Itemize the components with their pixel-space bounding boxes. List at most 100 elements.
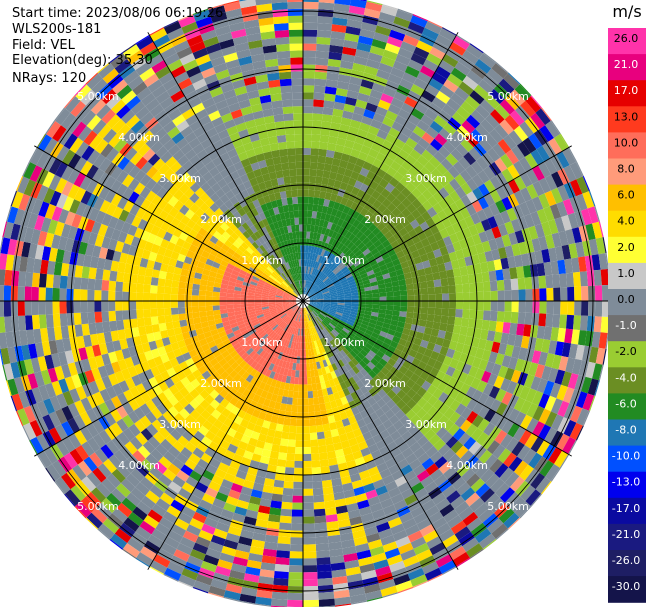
- velocity-gate: [293, 305, 299, 312]
- velocity-gate: [157, 198, 168, 210]
- velocity-gate: [427, 573, 443, 582]
- velocity-gate: [130, 120, 145, 134]
- velocity-gate: [312, 487, 324, 496]
- velocity-gate: [30, 228, 41, 245]
- velocity-gate: [471, 356, 482, 369]
- velocity-gate: [261, 306, 269, 310]
- velocity-gate: [128, 165, 141, 179]
- velocity-gate: [422, 333, 431, 342]
- velocity-gate: [371, 82, 386, 94]
- velocity-gate: [160, 263, 169, 273]
- velocity-gate: [395, 580, 413, 593]
- velocity-gate: [319, 283, 326, 289]
- velocity-gate: [183, 256, 193, 265]
- velocity-gate: [398, 255, 407, 264]
- velocity-gate: [308, 313, 312, 321]
- velocity-gate: [92, 419, 105, 434]
- velocity-gate: [568, 343, 578, 359]
- velocity-gate: [434, 456, 448, 469]
- velocity-gate: [279, 403, 287, 411]
- velocity-gate: [173, 348, 183, 358]
- velocity-gate: [379, 330, 388, 338]
- velocity-gate: [366, 269, 375, 277]
- velocity-gate: [306, 370, 311, 378]
- velocity-gate: [155, 338, 164, 349]
- velocity-gate: [350, 443, 361, 454]
- velocity-gate: [443, 384, 454, 396]
- velocity-gate: [38, 201, 50, 218]
- velocity-gate: [303, 495, 314, 503]
- velocity-gate: [329, 332, 336, 339]
- velocity-gate: [470, 64, 487, 80]
- velocity-gate: [123, 517, 140, 532]
- velocity-gate: [34, 244, 45, 260]
- velocity-gate: [85, 517, 99, 530]
- velocity-gate: [353, 55, 368, 66]
- velocity-gate: [419, 313, 428, 321]
- velocity-gate: [437, 381, 448, 392]
- velocity-gate: [261, 359, 269, 368]
- velocity-gate: [315, 317, 321, 324]
- velocity-gate: [377, 335, 386, 343]
- velocity-gate: [323, 198, 330, 207]
- velocity-gate: [456, 557, 471, 568]
- velocity-gate: [470, 160, 484, 175]
- velocity-gate: [351, 406, 360, 416]
- velocity-gate: [307, 391, 314, 399]
- velocity-gate: [303, 161, 311, 169]
- velocity-gate: [338, 342, 345, 350]
- velocity-gate: [258, 318, 266, 324]
- velocity-gate: [0, 269, 6, 286]
- velocity-gate: [197, 425, 209, 437]
- velocity-gate: [281, 396, 288, 405]
- velocity-gate: [194, 404, 206, 415]
- velocity-gate: [251, 278, 259, 284]
- velocity-gate: [241, 252, 249, 261]
- velocity-gate: [142, 440, 156, 454]
- velocity-gate: [296, 426, 303, 434]
- velocity-gate: [200, 274, 209, 281]
- velocity-gate: [522, 448, 537, 465]
- velocity-gate: [207, 275, 216, 283]
- velocity-gate: [321, 309, 329, 314]
- velocity-gate: [44, 203, 57, 220]
- velocity-gate: [286, 309, 293, 315]
- velocity-gate: [236, 425, 247, 435]
- velocity-gate: [395, 326, 404, 334]
- velocity-gate: [445, 436, 459, 449]
- velocity-gate: [147, 358, 157, 369]
- velocity-gate: [180, 447, 193, 459]
- velocity-gate: [252, 261, 260, 269]
- velocity-gate: [393, 91, 408, 103]
- velocity-gate: [404, 65, 420, 78]
- velocity-gate: [466, 410, 479, 424]
- velocity-gate: [150, 243, 161, 254]
- velocity-gate: [526, 184, 539, 200]
- velocity-gate: [262, 272, 270, 279]
- velocity-gate: [345, 199, 354, 208]
- velocity-gate: [268, 400, 276, 409]
- velocity-gate: [203, 263, 212, 271]
- velocity-gate: [127, 410, 140, 424]
- velocity-gate: [330, 347, 338, 356]
- velocity-gate: [309, 231, 314, 240]
- velocity-gate: [60, 262, 70, 277]
- velocity-gate: [329, 290, 337, 294]
- velocity-gate: [420, 354, 431, 365]
- velocity-gate: [48, 340, 58, 355]
- velocity-gate: [226, 289, 235, 294]
- velocity-gate: [358, 233, 367, 242]
- velocity-gate: [291, 523, 303, 531]
- velocity-gate: [241, 213, 250, 223]
- velocity-gate: [92, 168, 105, 183]
- velocity-gate: [276, 258, 283, 266]
- velocity-gate: [359, 28, 376, 39]
- velocity-gate: [444, 331, 453, 341]
- velocity-gate: [108, 301, 116, 312]
- velocity-gate: [67, 325, 77, 338]
- velocity-gate: [198, 301, 206, 307]
- velocity-gate: [568, 243, 578, 259]
- velocity-gate: [288, 348, 293, 356]
- velocity-gate: [541, 107, 552, 121]
- velocity-gate: [185, 114, 199, 126]
